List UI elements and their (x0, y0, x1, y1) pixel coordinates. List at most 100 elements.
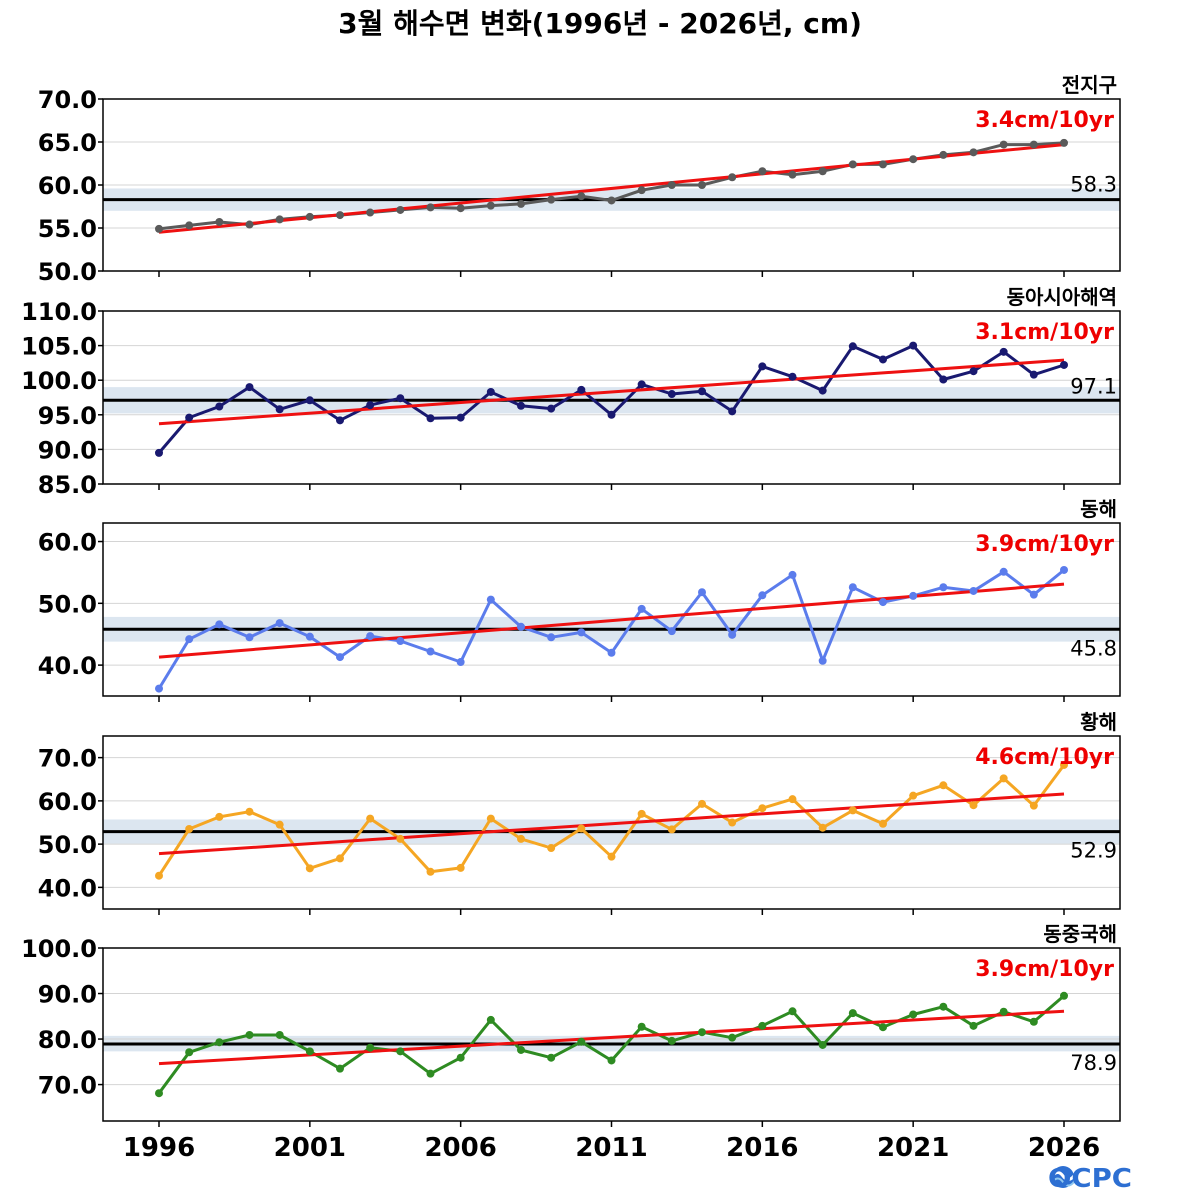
y-tick-label: 95.0 (38, 402, 97, 430)
data-point (215, 217, 224, 226)
data-point (698, 181, 706, 189)
x-tick-label: 2001 (274, 1133, 346, 1163)
y-tick-label: 60.0 (38, 172, 97, 200)
data-point (939, 781, 948, 790)
data-point (848, 342, 857, 351)
data-point (155, 1089, 163, 1098)
data-point (728, 1033, 737, 1042)
data-point (728, 407, 737, 416)
data-point (155, 224, 163, 233)
data-point (215, 1038, 224, 1047)
panel-plot-area (103, 948, 1120, 1098)
data-point (698, 799, 706, 808)
y-tick-label: 50.0 (38, 258, 97, 286)
data-point (366, 401, 375, 410)
panel-plot-area (103, 541, 1120, 693)
data-point (517, 622, 525, 631)
data-point (456, 413, 465, 422)
data-point (728, 173, 737, 182)
data-point (517, 199, 525, 208)
data-point (1029, 140, 1038, 149)
data-point (366, 208, 375, 217)
data-point (698, 1028, 706, 1037)
data-point (245, 383, 254, 392)
data-point (366, 1043, 375, 1052)
y-tick-label: 105.0 (21, 333, 97, 361)
panel-background (103, 523, 1120, 696)
y-tick-label: 65.0 (38, 129, 97, 157)
panel: 85.0 90.0 95.0 100.0 105.0 110.0 동아시아해역 3.1cm/1… (21, 285, 1121, 499)
data-point (1060, 360, 1068, 369)
data-point (939, 375, 948, 384)
data-point (426, 647, 435, 656)
data-point (275, 215, 284, 224)
data-point (1060, 138, 1068, 147)
ocpc-logo: OCPC (1048, 1164, 1132, 1194)
data-point (275, 1030, 284, 1039)
reference-value-label: 45.8 (1070, 636, 1117, 660)
data-point (1029, 1017, 1038, 1026)
logo-wave-icon (1050, 1166, 1076, 1188)
y-tick-label: 110.0 (21, 298, 97, 326)
y-tick-label: 70.0 (38, 1072, 97, 1100)
reference-value-label: 52.9 (1070, 839, 1117, 863)
data-point (788, 570, 797, 579)
x-axis: 1996 2001 2006 2011 2016 2021 2026 (123, 271, 1100, 1163)
y-tick-label: 100.0 (21, 935, 97, 963)
trend-label: 3.9cm/10yr (975, 532, 1114, 557)
data-point (969, 367, 978, 376)
x-tick-label: 1996 (123, 1133, 195, 1163)
data-point (818, 656, 827, 665)
data-point (336, 1064, 344, 1073)
panel: 70.0 80.0 90.0 100.0 동중국해 3.9cm/10yr 78.9 (21, 922, 1121, 1122)
y-tick-label: 90.0 (38, 436, 97, 464)
data-point (336, 416, 344, 425)
data-point (758, 591, 767, 600)
data-point (667, 825, 676, 834)
y-tick-label: 85.0 (38, 471, 97, 499)
data-point (336, 211, 344, 220)
data-point (637, 380, 646, 389)
y-tick-label: 60.0 (38, 529, 97, 557)
data-point (788, 170, 797, 179)
data-point (396, 205, 405, 214)
data-point (185, 221, 194, 230)
data-point (848, 806, 857, 815)
panel-name: 동중국해 (1043, 922, 1117, 946)
y-tick-label: 100.0 (21, 367, 97, 395)
data-point (486, 387, 495, 396)
data-point (939, 1002, 948, 1011)
data-point (336, 653, 344, 662)
data-point (456, 204, 465, 213)
data-point (607, 852, 616, 861)
data-point (1060, 565, 1068, 574)
data-point (305, 1047, 314, 1056)
data-point (788, 1007, 797, 1016)
data-point (517, 1045, 525, 1054)
panel-name: 동해 (1080, 497, 1117, 521)
data-point (275, 820, 284, 829)
data-point (879, 355, 887, 364)
y-tick-label: 70.0 (38, 86, 97, 114)
data-point (426, 867, 435, 876)
y-tick-label: 90.0 (38, 981, 97, 1009)
x-tick-label: 2021 (877, 1133, 949, 1163)
trend-label: 4.6cm/10yr (975, 745, 1114, 770)
data-point (939, 583, 948, 592)
data-point (667, 390, 676, 399)
data-point (879, 160, 887, 169)
data-point (185, 824, 194, 833)
data-point (939, 150, 948, 159)
data-point (486, 814, 495, 823)
data-point (547, 404, 556, 413)
y-tick-label: 55.0 (38, 215, 97, 243)
data-point (879, 819, 887, 828)
data-point (969, 801, 978, 810)
data-point (547, 195, 556, 204)
data-point (607, 410, 616, 419)
y-tick-label: 70.0 (38, 745, 97, 773)
chart-title: 3월 해수면 변화(1996년 - 2026년, cm) (338, 7, 862, 40)
data-point (215, 402, 224, 411)
data-point (909, 341, 918, 350)
data-point (517, 401, 525, 410)
